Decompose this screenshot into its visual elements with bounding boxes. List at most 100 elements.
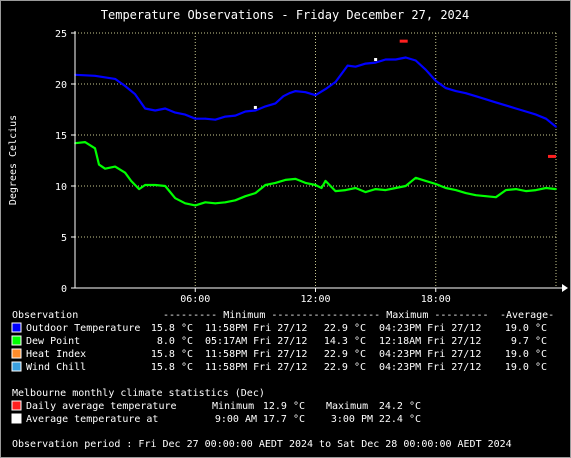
data-point-outdoor-temperature [124,85,127,87]
data-point-outdoor-temperature [346,64,349,67]
data-point-outdoor-temperature [374,61,377,64]
data-point-dew-point [545,187,547,189]
data-point-dew-point [214,202,217,205]
data-point-dew-point [224,201,227,204]
data-point-dew-point [484,195,487,198]
x-axis-arrow [562,284,568,292]
data-point-dew-point [254,192,257,195]
data-point-dew-point [184,202,187,205]
data-point-outdoor-temperature [515,107,517,110]
data-point-dew-point [404,185,407,187]
data-point-dew-point [304,182,307,184]
data-point-dew-point [94,147,96,150]
legend-max-time: 12:18AM Fri 27/12 [379,336,481,347]
data-point-outdoor-temperature [424,68,427,71]
climate-avg-swatch [11,413,22,424]
legend-label-outdoor-temperature: Outdoor Temperature [26,323,140,334]
data-point-outdoor-temperature [264,105,267,108]
y-axis-label: Degrees Celcius [8,115,19,205]
observation-period: Observation period : Fri Dec 27 00:00:00… [12,439,512,450]
data-point-dew-point [515,188,517,190]
data-point-dew-point [134,184,137,186]
legend-max-value: 22.9 °C [324,362,366,373]
legend-max-value: 22.9 °C [324,323,366,334]
data-point-outdoor-temperature [444,87,447,89]
data-point-outdoor-temperature [535,113,537,116]
legend-max-time: 04:23PM Fri 27/12 [379,349,481,360]
axes [71,31,568,292]
legend-avg-value: 19.0 °C [505,323,547,334]
data-point-outdoor-temperature [404,56,407,59]
data-point-dew-point [84,141,86,144]
data-point-outdoor-temperature [164,107,167,110]
data-point-dew-point [284,178,287,181]
legend-max-time: 04:23PM Fri 27/12 [379,323,481,334]
y-tick-label: 20 [55,80,67,91]
data-point-outdoor-temperature [144,107,147,110]
climate-avg-time-1: 9:00 AM [215,414,257,425]
legend-header-maximum: --------- Maximum --------- [326,310,489,321]
climate-markers [253,39,556,158]
data-point-outdoor-temperature [504,104,507,107]
legend-label-wind-chill: Wind Chill [26,362,86,373]
y-tick-label: 25 [55,29,67,40]
data-point-outdoor-temperature [214,118,217,121]
data-point-dew-point [234,199,237,202]
climate-avg-time-2: 3:00 PM [331,414,373,425]
data-point-outdoor-temperature [184,113,187,116]
legend-max-value: 14.3 °C [324,336,366,347]
data-point-outdoor-temperature [525,110,527,113]
climate-daily-min-value: 12.9 °C [263,401,305,412]
legend-min-time: 11:58PM Fri 27/12 [205,323,307,334]
data-point-dew-point [344,189,347,191]
data-point-dew-point [264,184,267,186]
marker-average-temperature [253,105,257,109]
data-point-dew-point [374,188,377,190]
climate-daily-min-label: Minimum [212,401,254,412]
data-point-outdoor-temperature [414,59,417,62]
climate-avg-label: Average temperature at [26,414,158,425]
legend-min-value: 8.0 °C [157,336,193,347]
data-point-dew-point [204,201,207,204]
data-point-outdoor-temperature [545,117,547,120]
data-point-outdoor-temperature [304,91,307,94]
data-point-dew-point [334,190,337,193]
legend-max-value: 22.9 °C [324,349,366,360]
data-point-outdoor-temperature [494,101,497,104]
legend-header-minimum: --------- Minimum --------- [163,310,326,321]
tick-labels: 0 5 10 15 20 25 06:00 12:00 18:00 [55,29,451,305]
data-point-dew-point [174,197,177,200]
data-point-outdoor-temperature [174,111,177,114]
data-point-dew-point [424,180,427,182]
legend-swatch-outdoor-temperature [11,322,22,333]
legend: Observation --------- Minimum --------- … [11,310,554,373]
climate-statistics: Melbourne monthly climate statistics (De… [11,388,421,425]
marker-daily-average [547,154,556,158]
data-point-outdoor-temperature [114,78,116,80]
data-point-dew-point [164,185,167,187]
data-point-dew-point [144,184,147,186]
data-point-dew-point [124,171,127,174]
data-point-outdoor-temperature [94,74,96,77]
data-point-outdoor-temperature [454,90,457,93]
climate-daily-max-value: 24.2 °C [379,401,421,412]
climate-heading: Melbourne monthly climate statistics (De… [12,388,265,399]
chart-title: Temperature Observations - Friday Decemb… [101,8,469,22]
data-point-dew-point [394,187,397,189]
data-point-dew-point [384,189,387,191]
x-tick-label: 12:00 [300,294,330,305]
data-point-outdoor-temperature [384,58,387,61]
data-point-outdoor-temperature [254,109,257,112]
data-point-dew-point [434,183,437,185]
legend-swatch-heat-index [11,348,22,359]
data-point-outdoor-temperature [555,125,557,128]
data-point-outdoor-temperature [364,62,367,65]
legend-avg-value: 19.0 °C [505,362,547,373]
data-point-outdoor-temperature [354,65,357,68]
data-point-dew-point [194,204,197,207]
data-point-dew-point [244,195,247,198]
legend-min-time: 11:58PM Fri 27/12 [205,362,307,373]
data-point-outdoor-temperature [434,80,437,82]
legend-swatch-dew-point [11,335,22,346]
data-point-outdoor-temperature [282,95,285,98]
